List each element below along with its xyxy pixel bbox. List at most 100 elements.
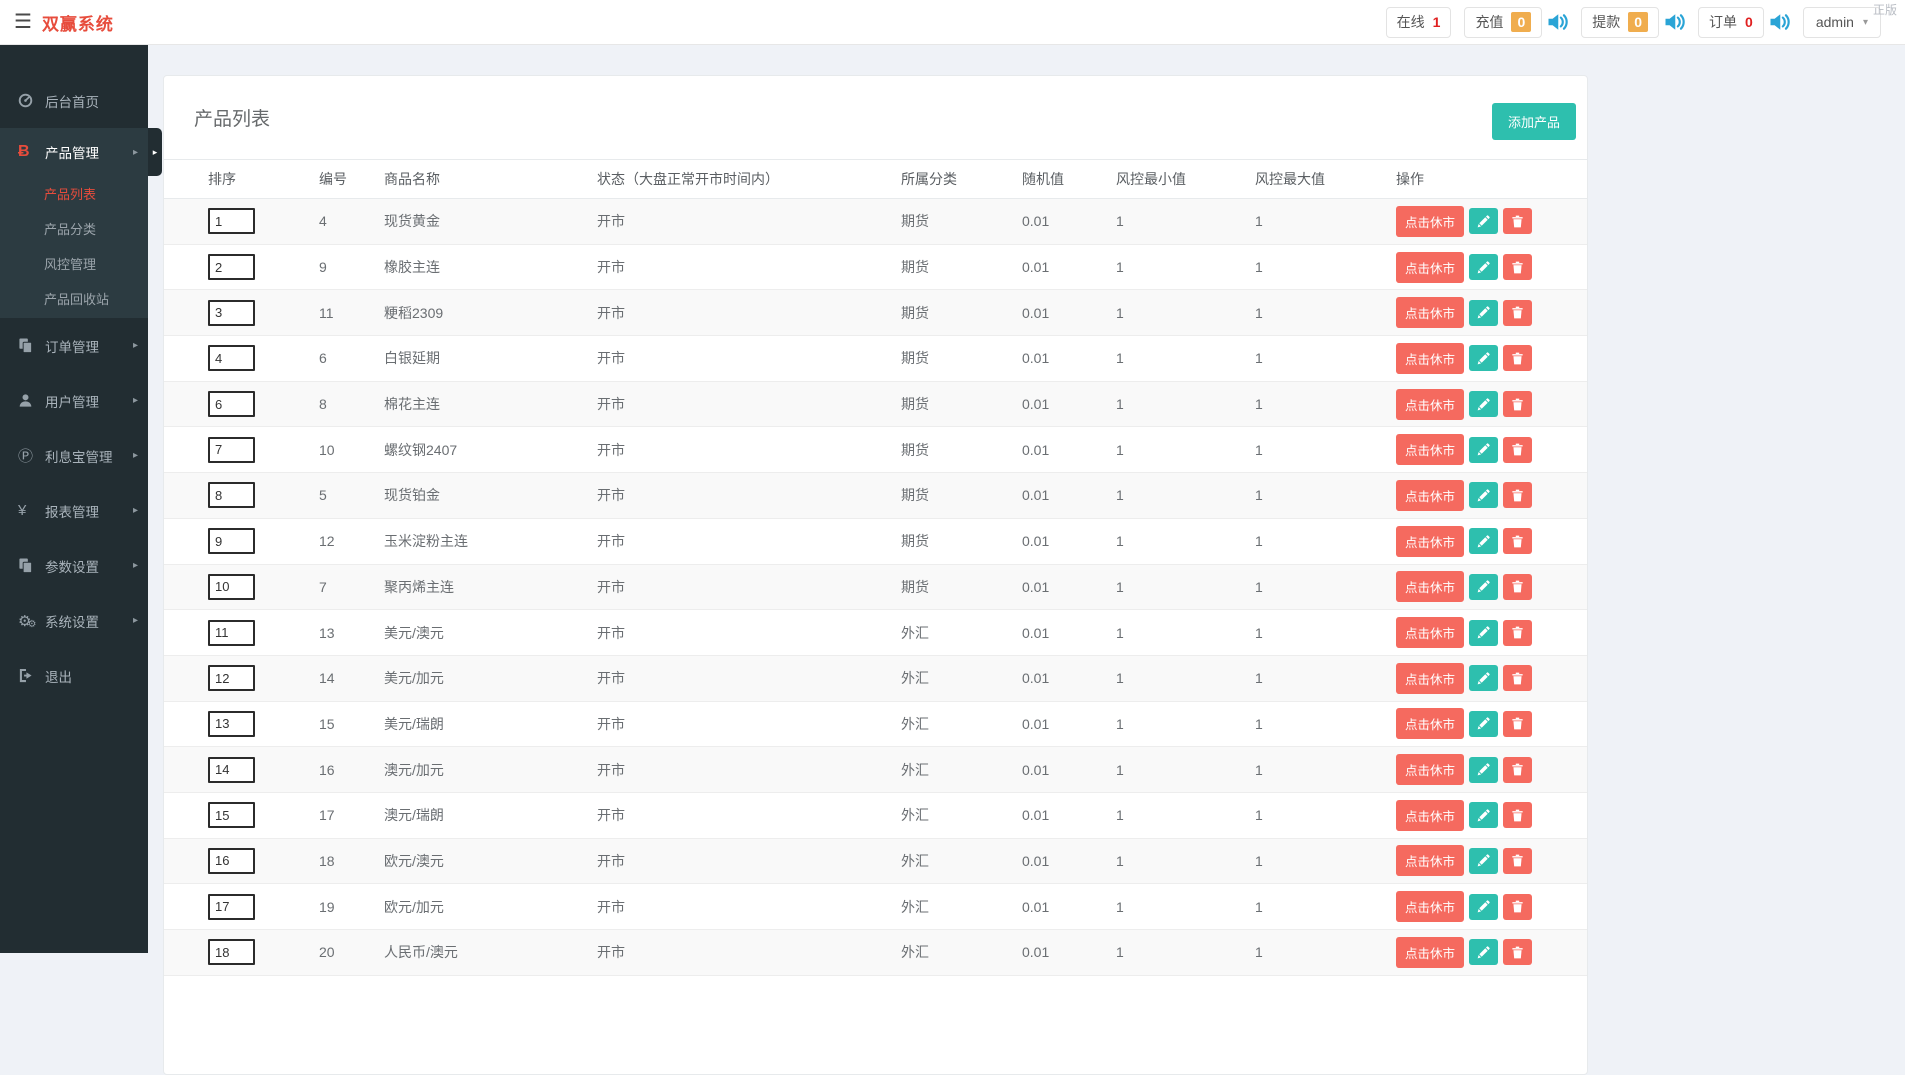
close-market-button[interactable]: 点击休市 [1396, 434, 1464, 465]
edit-button[interactable] [1469, 939, 1498, 965]
delete-button[interactable] [1503, 711, 1532, 737]
recharge-speaker-icon[interactable] [1547, 13, 1568, 31]
sidebar-item-product-list[interactable]: 产品列表 [0, 176, 148, 211]
sort-input[interactable] [208, 574, 255, 600]
close-market-button[interactable]: 点击休市 [1396, 937, 1464, 968]
close-market-button[interactable]: 点击休市 [1396, 617, 1464, 648]
sidebar-item-order[interactable]: 订单管理 ▸ [0, 318, 148, 373]
delete-button[interactable] [1503, 757, 1532, 783]
edit-button[interactable] [1469, 437, 1498, 463]
withdraw-count: 0 [1628, 12, 1648, 32]
column-header-id: 编号 [305, 169, 370, 189]
sort-input[interactable] [208, 482, 255, 508]
edit-button[interactable] [1469, 208, 1498, 234]
withdraw-speaker-icon[interactable] [1664, 13, 1685, 31]
sidebar-item-user[interactable]: 用户管理 ▸ [0, 373, 148, 428]
close-market-button[interactable]: 点击休市 [1396, 343, 1464, 374]
delete-button[interactable] [1503, 254, 1532, 280]
sort-input[interactable] [208, 848, 255, 874]
close-market-button[interactable]: 点击休市 [1396, 800, 1464, 831]
sort-input[interactable] [208, 254, 255, 280]
sort-input[interactable] [208, 345, 255, 371]
menu-toggle-button[interactable]: ☰ [14, 12, 32, 32]
sort-input[interactable] [208, 802, 255, 828]
delete-button[interactable] [1503, 345, 1532, 371]
sort-input[interactable] [208, 208, 255, 234]
sidebar-item-interest[interactable]: Ⓟ 利息宝管理 ▸ [0, 428, 148, 483]
edit-button[interactable] [1469, 528, 1498, 554]
orders-speaker-icon[interactable] [1769, 13, 1790, 31]
sidebar-collapse-tab[interactable]: ▸ [148, 128, 162, 176]
admin-menu[interactable]: admin ▾ [1803, 7, 1881, 38]
close-market-button[interactable]: 点击休市 [1396, 480, 1464, 511]
edit-button[interactable] [1469, 620, 1498, 646]
delete-button[interactable] [1503, 894, 1532, 920]
edit-button[interactable] [1469, 300, 1498, 326]
delete-button[interactable] [1503, 574, 1532, 600]
sidebar-item-risk-control[interactable]: 风控管理 [0, 246, 148, 281]
delete-button[interactable] [1503, 208, 1532, 234]
add-product-button[interactable]: 添加产品 [1492, 103, 1576, 140]
edit-button[interactable] [1469, 345, 1498, 371]
edit-button[interactable] [1469, 482, 1498, 508]
close-market-button[interactable]: 点击休市 [1396, 206, 1464, 237]
close-market-button[interactable]: 点击休市 [1396, 663, 1464, 694]
edit-button[interactable] [1469, 757, 1498, 783]
sidebar-item-logout[interactable]: 退出 [0, 648, 148, 703]
sidebar-item-report[interactable]: ¥ 报表管理 ▸ [0, 483, 148, 538]
product-id: 11 [305, 305, 370, 321]
sidebar-item-params[interactable]: 参数设置 ▸ [0, 538, 148, 593]
sort-input[interactable] [208, 757, 255, 783]
online-count-box[interactable]: 在线 1 [1386, 7, 1452, 38]
withdraw-count-box[interactable]: 提款 0 [1581, 7, 1659, 38]
delete-button[interactable] [1503, 300, 1532, 326]
delete-button[interactable] [1503, 802, 1532, 828]
edit-button[interactable] [1469, 894, 1498, 920]
recharge-count-box[interactable]: 充值 0 [1464, 7, 1542, 38]
risk-min-value: 1 [1102, 533, 1241, 549]
sort-input[interactable] [208, 528, 255, 554]
top-bar-stats: 在线 1 充值 0 提款 0 [1386, 7, 1905, 38]
close-market-button[interactable]: 点击休市 [1396, 297, 1464, 328]
sidebar-item-product[interactable]: Ƀ 产品管理 ▸ [0, 128, 148, 176]
sort-input[interactable] [208, 711, 255, 737]
close-market-button[interactable]: 点击休市 [1396, 891, 1464, 922]
delete-button[interactable] [1503, 528, 1532, 554]
delete-button[interactable] [1503, 437, 1532, 463]
edit-button[interactable] [1469, 665, 1498, 691]
edit-button[interactable] [1469, 802, 1498, 828]
edit-button[interactable] [1469, 848, 1498, 874]
risk-min-value: 1 [1102, 305, 1241, 321]
sort-input[interactable] [208, 300, 255, 326]
edit-button[interactable] [1469, 391, 1498, 417]
sidebar-item-dashboard[interactable]: 后台首页 [0, 73, 148, 128]
close-market-button[interactable]: 点击休市 [1396, 754, 1464, 785]
edit-button[interactable] [1469, 574, 1498, 600]
sort-input[interactable] [208, 437, 255, 463]
orders-count-box[interactable]: 订单 0 [1698, 7, 1764, 38]
close-market-button[interactable]: 点击休市 [1396, 389, 1464, 420]
sidebar-item-product-category[interactable]: 产品分类 [0, 211, 148, 246]
delete-button[interactable] [1503, 391, 1532, 417]
close-market-button[interactable]: 点击休市 [1396, 845, 1464, 876]
delete-button[interactable] [1503, 848, 1532, 874]
sort-input[interactable] [208, 620, 255, 646]
delete-button[interactable] [1503, 620, 1532, 646]
trash-icon [1511, 306, 1524, 319]
edit-button[interactable] [1469, 254, 1498, 280]
sidebar-item-product-recycle[interactable]: 产品回收站 [0, 281, 148, 316]
sidebar-item-system[interactable]: ⚙⚙ 系统设置 ▸ [0, 593, 148, 648]
sort-input[interactable] [208, 391, 255, 417]
sort-input[interactable] [208, 939, 255, 965]
sort-input[interactable] [208, 894, 255, 920]
delete-button[interactable] [1503, 939, 1532, 965]
edit-button[interactable] [1469, 711, 1498, 737]
recharge-count: 0 [1511, 12, 1531, 32]
close-market-button[interactable]: 点击休市 [1396, 526, 1464, 557]
delete-button[interactable] [1503, 665, 1532, 691]
close-market-button[interactable]: 点击休市 [1396, 252, 1464, 283]
close-market-button[interactable]: 点击休市 [1396, 708, 1464, 739]
close-market-button[interactable]: 点击休市 [1396, 571, 1464, 602]
delete-button[interactable] [1503, 482, 1532, 508]
sort-input[interactable] [208, 665, 255, 691]
